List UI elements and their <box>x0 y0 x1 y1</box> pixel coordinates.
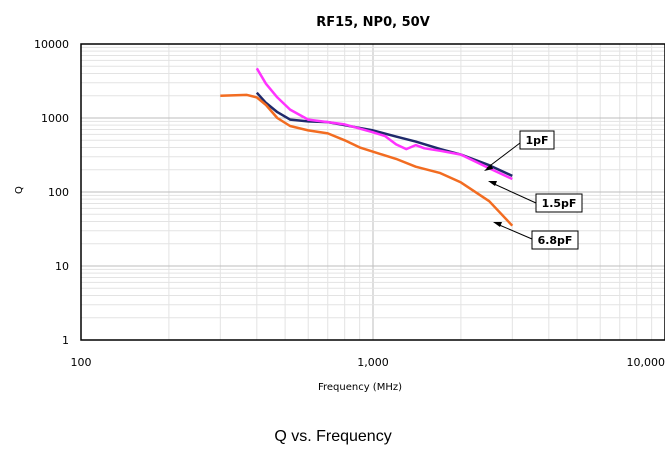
x-tick-label: 10,000 <box>627 356 665 369</box>
x-tick-labels: 100 1,000 10,000 <box>71 356 665 369</box>
y-tick-label: 10 <box>55 260 69 273</box>
annotation-label-6-8pf: 6.8pF <box>538 234 573 247</box>
plot-frame <box>80 43 665 341</box>
grid <box>81 44 665 340</box>
y-tick-label: 1 <box>62 334 69 347</box>
y-tick-labels: 1 10 100 1000 10000 <box>34 38 69 347</box>
x-tick-label: 100 <box>71 356 92 369</box>
chart-title: RF15, NP0, 50V <box>316 15 430 30</box>
annotation-box-6-8pf <box>531 230 579 250</box>
annotation-arrowhead-6-8pf <box>493 222 502 227</box>
annotation-arrowhead-1-5pf <box>488 181 497 186</box>
series-line-1-5pf <box>255 67 513 181</box>
annotation-arrowhead-1pf <box>484 164 493 171</box>
chart-caption: Q vs. Frequency <box>274 428 391 445</box>
y-axis-label: Q <box>14 186 25 194</box>
y-tick-label: 1000 <box>41 112 69 125</box>
annotation-arrow-1pf <box>486 142 521 169</box>
annotation-label-1pf: 1pF <box>525 134 548 147</box>
series-line-6-8pf <box>220 93 514 227</box>
annotation-arrow-1-5pf <box>491 182 537 204</box>
annotation-arrow-6-8pf <box>496 223 533 240</box>
annotation-label-1-5pf: 1.5pF <box>542 197 577 210</box>
x-tick-label: 1,000 <box>357 356 389 369</box>
series-lines <box>220 67 514 227</box>
x-axis-label: Frequency (MHz) <box>318 382 402 393</box>
series-annotations: 1pF 1.5pF 6.8pF <box>484 130 583 250</box>
y-tick-label: 10000 <box>34 38 69 51</box>
annotation-box-1pf <box>519 130 555 150</box>
y-tick-label: 100 <box>48 186 69 199</box>
annotation-box-1-5pf <box>535 193 583 213</box>
